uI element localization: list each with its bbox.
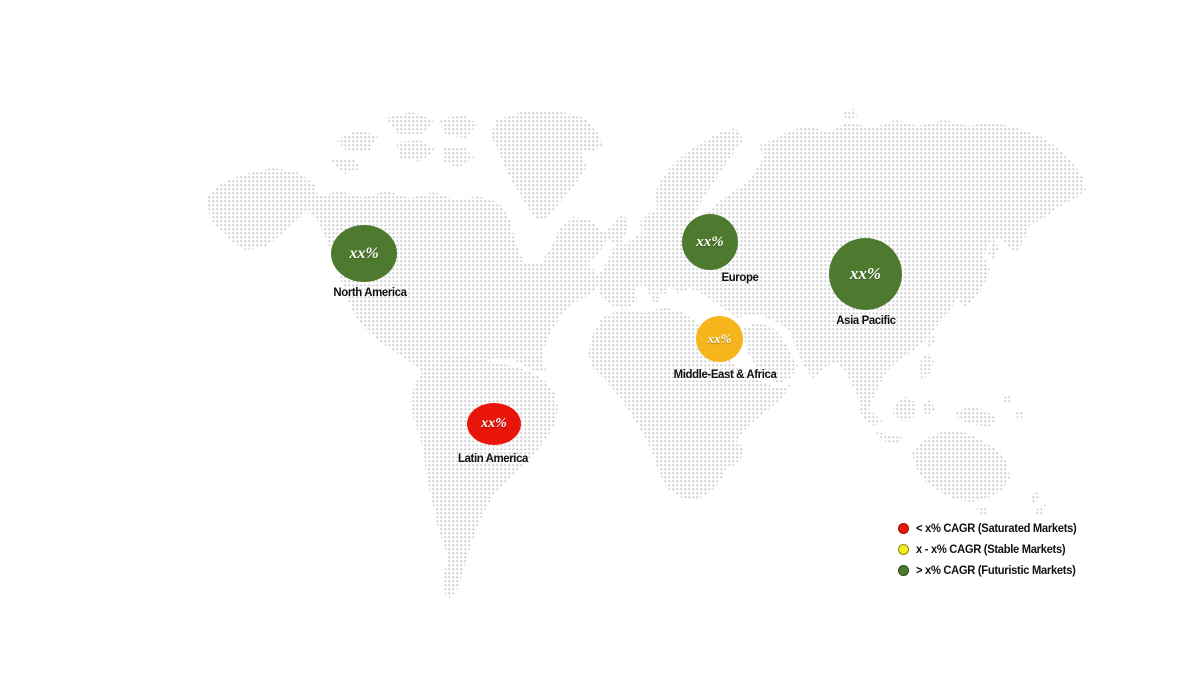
continent-south-america — [410, 356, 558, 598]
legend-label-stable: x - x% CAGR (Stable Markets) — [916, 543, 1066, 556]
island-new-guinea — [956, 395, 1025, 427]
bubble-north-america: xx% — [331, 225, 397, 282]
bubble-europe: xx% — [682, 214, 738, 270]
label-europe: Europe — [721, 270, 759, 284]
bubble-asia-pacific: xx% — [829, 238, 902, 310]
label-asia-pacific: Asia Pacific — [836, 313, 896, 327]
legend-item-saturated: < x% CAGR (Saturated Markets) — [898, 521, 1081, 536]
legend-dot-green-icon — [898, 565, 909, 576]
continent-north-america — [206, 168, 606, 391]
legend: < x% CAGR (Saturated Markets) x - x% CAG… — [898, 521, 1081, 584]
island-ireland — [602, 228, 612, 242]
arabian-peninsula — [742, 322, 798, 384]
island-madagascar — [726, 442, 744, 467]
bubble-latin-america-value: xx% — [481, 416, 507, 431]
bubble-europe-value: xx% — [696, 233, 724, 250]
bubble-north-america-value: xx% — [349, 244, 379, 262]
label-middle-east-africa: Middle-East & Africa — [673, 367, 777, 381]
islands-new-zealand — [1030, 491, 1046, 514]
legend-label-saturated: < x% CAGR (Saturated Markets) — [916, 522, 1077, 535]
legend-dot-red-icon — [898, 523, 909, 534]
label-latin-america: Latin America — [457, 451, 529, 465]
legend-label-futuristic: > x% CAGR (Futuristic Markets) — [916, 564, 1076, 577]
bubble-asia-pacific-value: xx% — [849, 264, 882, 283]
greenland — [491, 110, 598, 220]
legend-dot-yellow-icon — [898, 544, 909, 555]
bubble-latin-america: xx% — [467, 403, 521, 445]
legend-item-stable: x - x% CAGR (Stable Markets) — [898, 542, 1081, 557]
label-north-america: North America — [333, 285, 407, 299]
island-great-britain — [610, 214, 628, 248]
island-iceland — [582, 136, 603, 152]
legend-item-futuristic: > x% CAGR (Futuristic Markets) — [898, 563, 1081, 578]
islands-caribbean — [478, 348, 546, 364]
bubble-middle-east-africa: xx% — [696, 316, 743, 362]
bubble-middle-east-africa-value: xx% — [707, 331, 732, 346]
islands-canadian-arctic — [330, 112, 478, 174]
islands-japan — [962, 240, 999, 308]
continent-africa — [588, 307, 792, 499]
continent-australia — [912, 430, 1010, 517]
